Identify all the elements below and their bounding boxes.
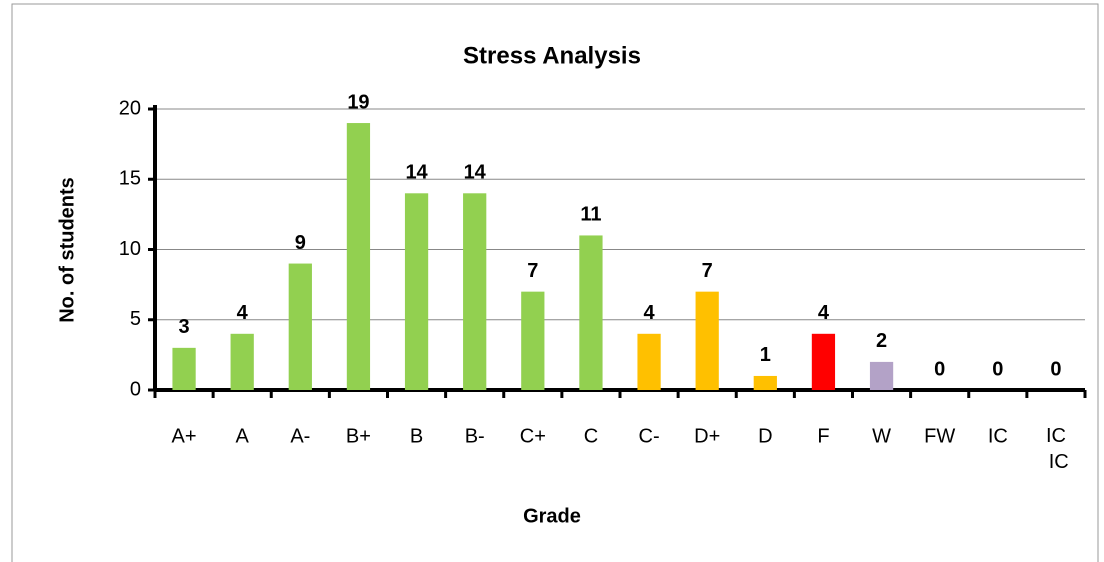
data-label: 0 bbox=[934, 358, 945, 380]
y-tick-label: 0 bbox=[130, 378, 141, 400]
bar bbox=[753, 375, 777, 390]
chart-frame bbox=[11, 3, 1099, 562]
bar bbox=[288, 263, 312, 390]
y-tick-label: 15 bbox=[119, 168, 141, 190]
x-tick-label: C- bbox=[639, 425, 660, 447]
bar bbox=[172, 347, 196, 390]
x-tick-label: A+ bbox=[172, 425, 197, 447]
data-label: 19 bbox=[347, 91, 369, 113]
data-label: 2 bbox=[876, 330, 887, 352]
y-tick-label: 20 bbox=[119, 97, 141, 119]
x-tick-label: IC IC bbox=[1043, 425, 1069, 473]
data-label: 9 bbox=[295, 232, 306, 254]
x-tick-label: B- bbox=[465, 425, 485, 447]
bar bbox=[869, 361, 894, 390]
x-axis-label: Grade bbox=[523, 505, 581, 527]
y-tick-label: 5 bbox=[130, 308, 141, 330]
x-tick-label: A- bbox=[290, 425, 310, 447]
data-label: 1 bbox=[760, 344, 771, 366]
data-label: 4 bbox=[237, 302, 249, 324]
bar bbox=[463, 193, 487, 390]
bar bbox=[346, 123, 371, 391]
x-tick-label: C bbox=[584, 425, 598, 447]
x-tick-label: D bbox=[758, 425, 772, 447]
data-label: 0 bbox=[1050, 358, 1061, 380]
x-tick-label: B+ bbox=[346, 425, 371, 447]
data-label: 0 bbox=[992, 358, 1003, 380]
data-label: 7 bbox=[702, 260, 713, 282]
bar bbox=[637, 333, 661, 390]
data-label: 14 bbox=[405, 162, 428, 184]
bar bbox=[695, 291, 719, 390]
x-tick-label: D+ bbox=[694, 425, 720, 447]
data-label: 4 bbox=[644, 302, 656, 324]
x-tick-label: C+ bbox=[520, 425, 546, 447]
chart-title: Stress Analysis bbox=[463, 42, 641, 69]
data-label: 4 bbox=[818, 302, 830, 324]
data-label: 3 bbox=[179, 316, 190, 338]
x-tick-label: F bbox=[817, 425, 829, 447]
bar bbox=[521, 291, 545, 390]
x-tick-label: A bbox=[236, 425, 250, 447]
data-label: 11 bbox=[580, 204, 601, 226]
bar bbox=[811, 333, 836, 390]
x-tick-label: B bbox=[410, 425, 423, 447]
x-tick-label: IC bbox=[988, 425, 1008, 447]
bar bbox=[579, 235, 603, 390]
data-label: 7 bbox=[527, 260, 538, 282]
x-tick-label: FW bbox=[924, 425, 955, 447]
bar bbox=[404, 193, 429, 390]
data-label: 14 bbox=[464, 162, 487, 184]
y-tick-label: 10 bbox=[119, 238, 141, 260]
y-axis-label: No. of students bbox=[56, 177, 78, 323]
x-tick-label: W bbox=[872, 425, 891, 447]
bar bbox=[230, 333, 254, 390]
